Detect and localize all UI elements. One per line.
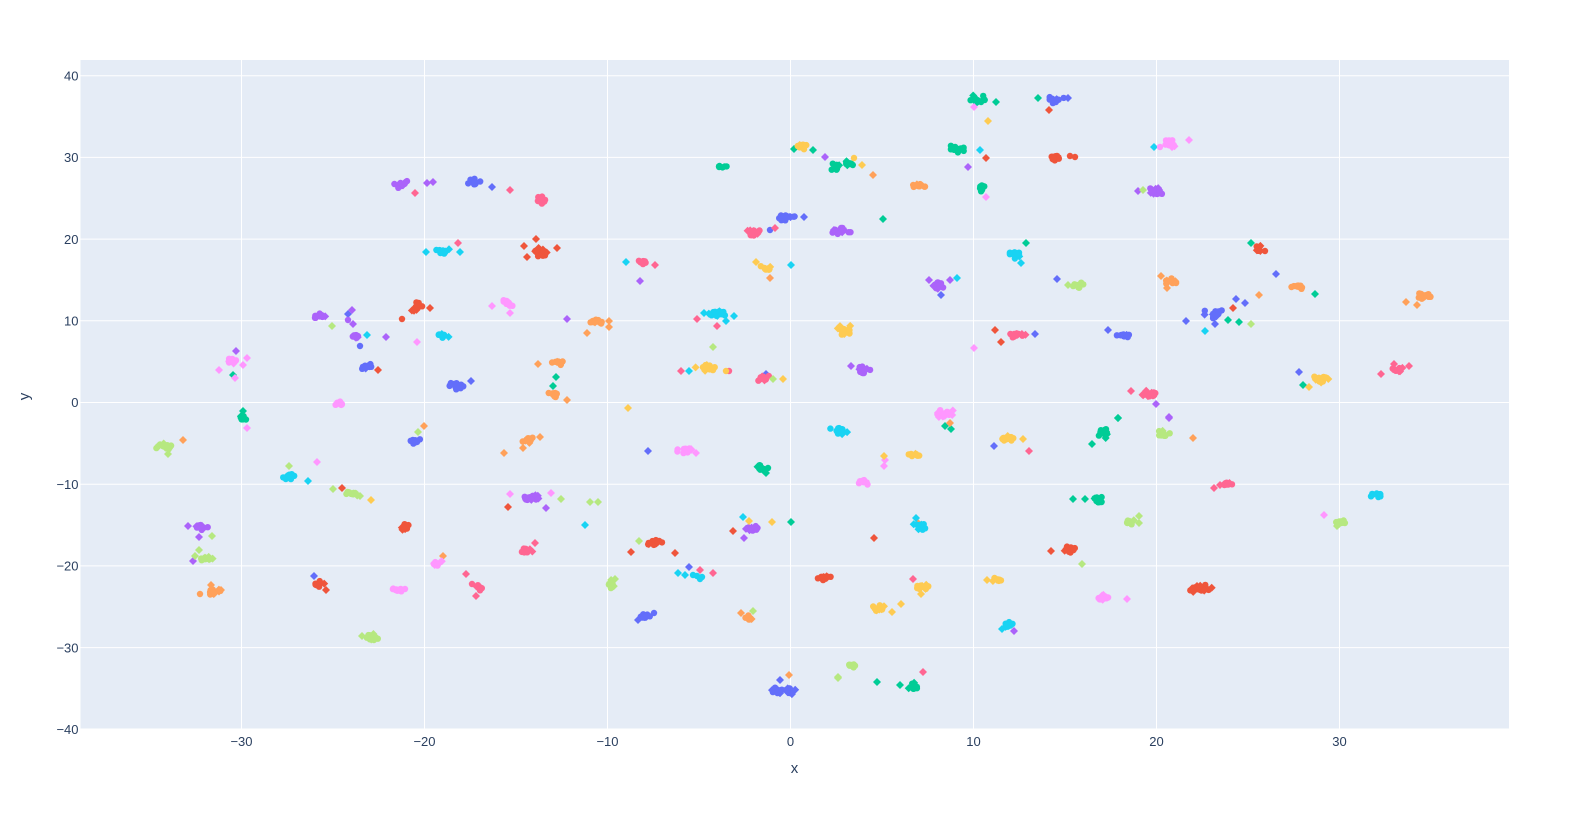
svg-text:−10: −10 <box>596 734 618 749</box>
svg-text:−10: −10 <box>56 477 78 492</box>
svg-text:10: 10 <box>966 734 980 749</box>
svg-text:x: x <box>791 760 799 777</box>
svg-text:−20: −20 <box>413 734 435 749</box>
svg-text:30: 30 <box>64 150 78 165</box>
svg-text:−30: −30 <box>230 734 252 749</box>
svg-text:−30: −30 <box>56 640 78 655</box>
svg-text:−40: −40 <box>56 722 78 737</box>
svg-text:40: 40 <box>64 68 78 83</box>
svg-text:0: 0 <box>71 395 78 410</box>
svg-text:0: 0 <box>787 734 794 749</box>
svg-text:−20: −20 <box>56 559 78 574</box>
svg-text:20: 20 <box>64 232 78 247</box>
svg-text:30: 30 <box>1332 734 1346 749</box>
svg-text:20: 20 <box>1149 734 1163 749</box>
svg-text:10: 10 <box>64 314 78 329</box>
svg-text:y: y <box>16 392 33 400</box>
